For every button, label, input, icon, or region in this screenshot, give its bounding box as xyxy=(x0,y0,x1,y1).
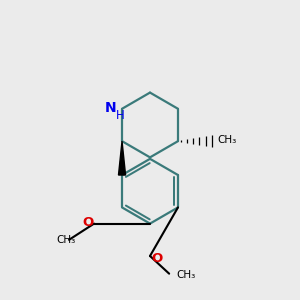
Text: CH₃: CH₃ xyxy=(56,235,76,245)
Polygon shape xyxy=(118,141,126,175)
Text: CH₃: CH₃ xyxy=(176,270,196,280)
Text: N: N xyxy=(105,101,117,115)
Text: CH₃: CH₃ xyxy=(217,135,236,145)
Text: O: O xyxy=(152,252,163,265)
Text: H: H xyxy=(116,109,124,122)
Text: O: O xyxy=(82,216,93,229)
